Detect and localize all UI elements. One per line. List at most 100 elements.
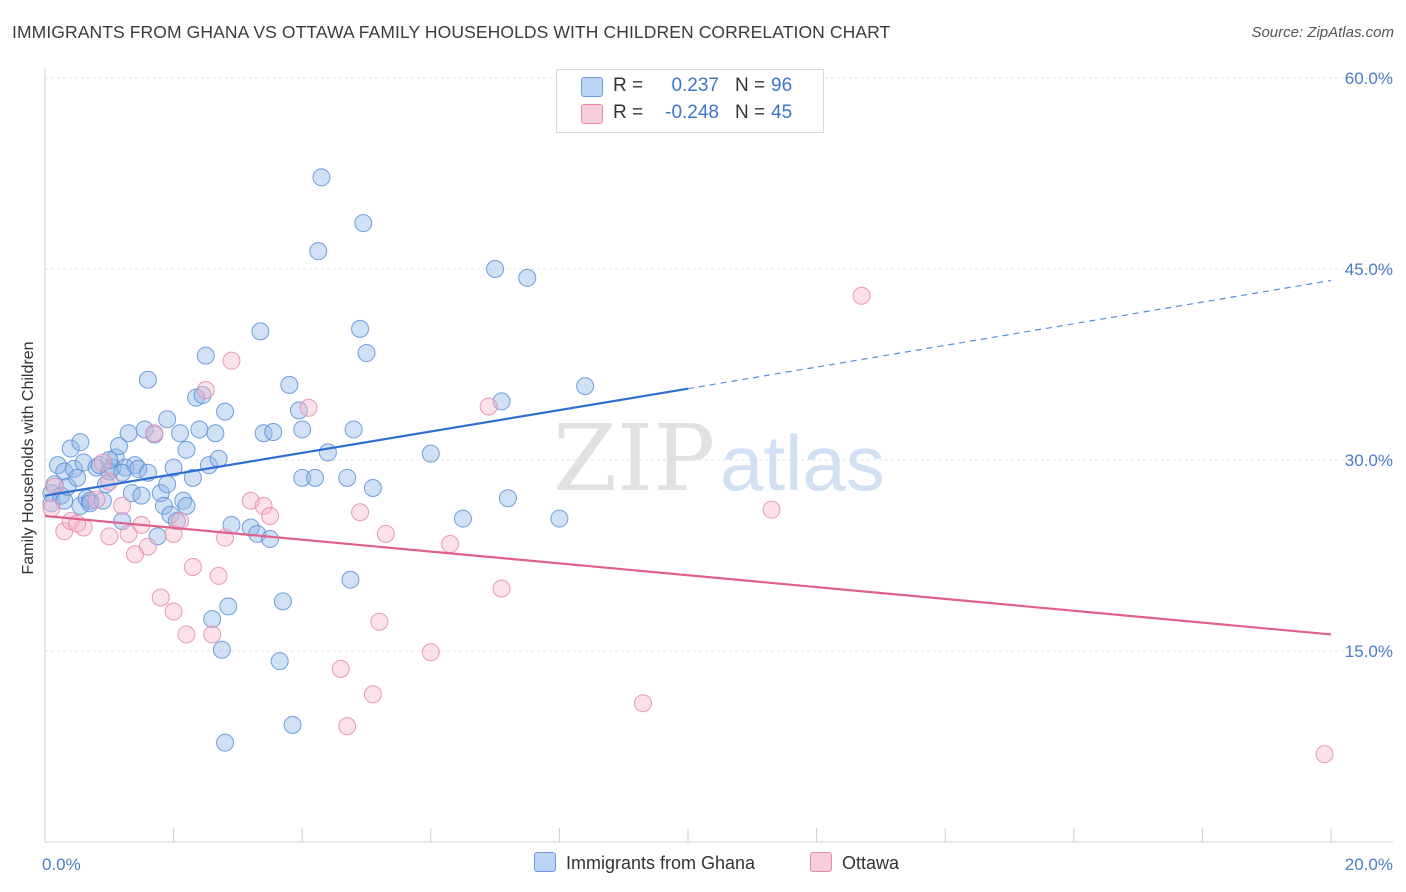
legend-swatch-ottawa: [581, 104, 603, 124]
data-point-ghana: [344, 420, 363, 439]
data-point-ottawa: [203, 625, 222, 644]
bottom-legend-swatch-ghana: [534, 852, 556, 872]
data-point-ghana: [113, 463, 132, 482]
bottom-legend-ottawa: Ottawa: [810, 852, 899, 874]
data-point-ottawa: [183, 557, 202, 576]
data-point-ghana: [135, 420, 154, 439]
data-point-ghana: [338, 468, 357, 487]
data-point-ottawa: [222, 351, 241, 370]
data-point-ghana: [357, 344, 376, 363]
data-point-ghana: [158, 410, 177, 429]
data-point-ottawa: [376, 524, 395, 543]
data-point-ghana: [161, 505, 180, 524]
data-point-ghana: [341, 570, 360, 589]
legend-r-label: R =: [613, 75, 644, 96]
y-tick-label: 60.0%: [1345, 69, 1393, 88]
data-point-ottawa: [331, 659, 350, 678]
data-point-ghana: [576, 377, 595, 396]
legend-r-value: 0.237: [671, 75, 719, 96]
data-point-ghana: [132, 486, 151, 505]
legend-r-value: -0.248: [665, 102, 719, 123]
series-ghana-points: [42, 168, 595, 752]
data-point-ottawa: [421, 643, 440, 662]
bottom-legend-ghana: Immigrants from Ghana: [534, 852, 755, 874]
x-tick-label: 20.0%: [1345, 855, 1393, 874]
data-point-ottawa: [42, 499, 61, 518]
data-point-ghana: [309, 242, 328, 261]
legend-r-label: R =: [613, 102, 644, 123]
data-point-ottawa: [45, 477, 64, 496]
data-point-ghana: [61, 439, 80, 458]
trend-line-ghana: [44, 387, 689, 497]
data-point-ottawa: [196, 380, 215, 399]
trend-line-ottawa: [44, 514, 1332, 636]
data-point-ottawa: [852, 286, 871, 305]
data-point-ghana: [251, 322, 270, 341]
watermark-atlas: atlas: [720, 419, 885, 507]
data-point-ghana: [171, 424, 190, 443]
bottom-legend-swatch-ottawa: [810, 852, 832, 872]
data-point-ghana: [550, 509, 569, 528]
data-point-ghana: [109, 436, 128, 455]
data-point-ottawa: [145, 424, 164, 443]
y-axis-label: Family Households with Children: [20, 342, 37, 575]
bottom-legend-label-ottawa: Ottawa: [842, 853, 900, 873]
data-point-ottawa: [633, 694, 652, 713]
watermark-zip: ZIP: [553, 405, 715, 512]
data-point-ghana: [71, 433, 90, 452]
tick-labels: 15.0% 30.0% 45.0% 60.0% 0.0% 20.0%: [42, 69, 1393, 874]
data-point-ottawa: [762, 500, 781, 519]
legend-n-value: 45: [771, 102, 793, 123]
data-point-ghana: [318, 443, 337, 462]
data-point-ottawa: [119, 524, 138, 543]
grid-lines: [45, 77, 1393, 652]
legend-n-label: N =: [735, 102, 766, 123]
data-point-ottawa: [338, 717, 357, 736]
source-label: Source: ZipAtlas.com: [1251, 24, 1394, 41]
data-point-ghana: [177, 440, 196, 459]
data-point-ghana: [486, 260, 505, 278]
data-point-ghana: [174, 491, 193, 510]
data-point-ghana: [216, 402, 235, 421]
data-point-ottawa: [261, 507, 280, 526]
data-point-ghana: [312, 168, 331, 187]
data-point-ghana: [261, 529, 280, 548]
axes: [44, 68, 1393, 843]
data-point-ghana: [254, 424, 273, 443]
data-point-ottawa: [151, 588, 170, 607]
data-point-ottawa: [1315, 745, 1334, 764]
data-point-ottawa: [93, 453, 112, 472]
data-point-ottawa: [370, 612, 389, 631]
chart-title: IMMIGRANTS FROM GHANA VS OTTAWA FAMILY H…: [12, 22, 891, 42]
data-point-ghana: [351, 319, 370, 338]
y-tick-label: 15.0%: [1345, 642, 1393, 661]
y-tick-label: 30.0%: [1345, 451, 1393, 470]
x-tick-label: 0.0%: [42, 855, 81, 874]
data-point-ghana: [273, 592, 292, 611]
data-point-ghana: [293, 468, 312, 487]
data-point-ghana: [212, 640, 231, 659]
data-point-ghana: [193, 386, 212, 405]
data-point-ottawa: [100, 527, 119, 546]
data-point-ghana: [119, 424, 138, 443]
data-point-ghana: [518, 268, 537, 287]
data-point-ghana: [219, 597, 238, 616]
legend-n-value: 96: [771, 75, 793, 96]
data-point-ghana: [196, 346, 215, 365]
trend-line-ghana-extension: [687, 279, 1332, 390]
data-point-ottawa: [164, 602, 183, 621]
data-point-ottawa: [363, 685, 382, 704]
legend-swatch-ghana: [581, 77, 603, 97]
data-point-ottawa: [254, 496, 273, 515]
data-point-ghana: [68, 468, 87, 487]
data-point-ghana: [293, 420, 312, 439]
data-point-ghana: [138, 370, 157, 389]
data-point-ghana: [216, 733, 235, 752]
data-point-ottawa: [138, 537, 157, 556]
data-point-ottawa: [479, 397, 498, 416]
data-point-ghana: [280, 375, 299, 394]
data-point-ghana: [453, 509, 472, 528]
data-point-ottawa: [351, 503, 370, 522]
data-point-ghana: [154, 496, 173, 515]
